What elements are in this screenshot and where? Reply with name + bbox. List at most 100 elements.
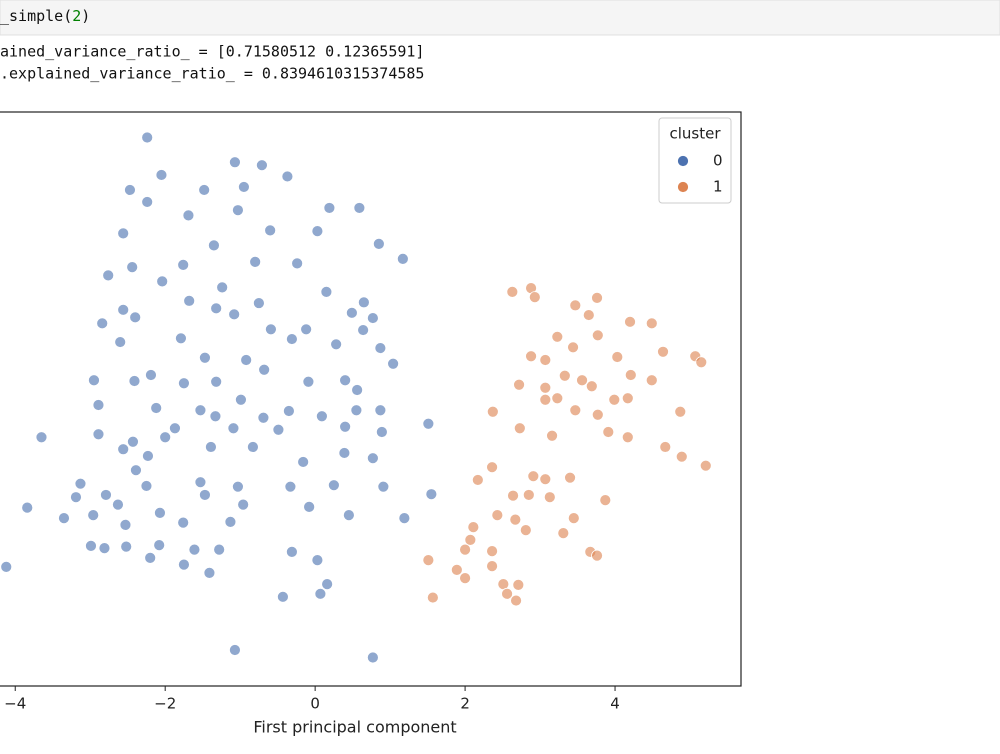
scatter-point xyxy=(285,545,298,558)
scatter-point xyxy=(124,184,136,196)
scatter-point xyxy=(657,345,669,358)
scatter-point xyxy=(486,405,499,418)
scatter-point xyxy=(459,572,471,584)
scatter-point xyxy=(281,170,294,183)
scatter-point xyxy=(339,420,352,433)
scatter-point xyxy=(199,351,211,364)
scatter-point xyxy=(425,488,438,501)
scatter-point xyxy=(527,470,540,483)
scatter-point xyxy=(546,429,558,442)
scatter-point xyxy=(486,545,498,558)
scatter-point xyxy=(188,543,201,556)
scatter-point xyxy=(558,369,571,382)
scatter-point xyxy=(240,354,253,366)
scatter-point xyxy=(591,408,604,421)
output-line: ained_variance_ratio_ = [0.71580512 0.12… xyxy=(0,43,424,61)
legend-marker xyxy=(677,181,689,193)
scatter-point xyxy=(153,539,166,552)
scatter-point xyxy=(112,498,124,511)
scatter-point xyxy=(277,590,289,603)
scatter-point xyxy=(506,285,519,298)
scatter-point xyxy=(327,479,340,492)
scatter-point xyxy=(130,464,142,477)
scatter-point xyxy=(675,450,688,463)
scatter-point xyxy=(120,540,133,553)
legend-box xyxy=(658,117,732,204)
scatter-point xyxy=(128,375,141,387)
scatter-point xyxy=(582,309,595,321)
scatter-point xyxy=(591,329,604,342)
scatter-point xyxy=(100,489,112,501)
scatter-point xyxy=(257,411,270,424)
scatter-point xyxy=(512,578,525,591)
scatter-point xyxy=(611,351,624,363)
scatter-point xyxy=(264,224,277,237)
scatter-point xyxy=(282,405,295,417)
scatter-point xyxy=(154,507,166,519)
scatter-point xyxy=(297,456,310,468)
scatter-point xyxy=(85,539,97,552)
code: ) xyxy=(81,7,90,25)
output-line: .explained_variance_ratio_ = 0.839461031… xyxy=(0,65,424,83)
scatter-point xyxy=(486,560,498,573)
scatter-point xyxy=(183,294,196,307)
scatter-point xyxy=(249,255,262,268)
scatter-point xyxy=(350,404,363,417)
scatter-point xyxy=(645,374,658,387)
scatter-point xyxy=(256,159,268,172)
scatter-point xyxy=(194,476,207,489)
scatter-point xyxy=(144,551,157,564)
plot-area xyxy=(0,131,712,664)
scatter-point xyxy=(126,261,139,274)
scatter-point xyxy=(375,426,388,438)
scatter-point xyxy=(602,426,615,438)
scatter-point xyxy=(178,558,190,571)
code-arg: 2 xyxy=(72,7,81,25)
scatter-point xyxy=(141,131,154,144)
scatter-point xyxy=(567,341,579,354)
scatter-point xyxy=(224,515,237,528)
scatter-point xyxy=(374,342,387,354)
scatter-point xyxy=(342,509,355,522)
x-axis-label: First principal component xyxy=(253,718,456,737)
scatter-point xyxy=(695,356,708,369)
scatter-point xyxy=(372,237,385,250)
scatter-point xyxy=(155,169,168,181)
scatter-point xyxy=(145,369,157,381)
scatter-point xyxy=(209,410,222,423)
scatter-point xyxy=(569,299,582,312)
scatter-point xyxy=(351,384,364,396)
scatter-point xyxy=(87,509,100,522)
scatter-point xyxy=(528,291,541,303)
scatter-point xyxy=(198,184,211,196)
scatter-point xyxy=(330,338,343,351)
scatter-point xyxy=(576,374,588,387)
scatter-point xyxy=(117,227,130,240)
scatter-point xyxy=(645,317,658,330)
scatter-point xyxy=(699,459,712,472)
scatter-point xyxy=(374,404,387,417)
legend-marker xyxy=(677,155,689,167)
scatter-point xyxy=(182,209,195,222)
scatter-point xyxy=(177,516,190,529)
scatter-point xyxy=(265,323,277,336)
scatter-point xyxy=(450,563,463,576)
scatter-point xyxy=(216,281,229,294)
scatter-point xyxy=(213,543,226,556)
scatter-point xyxy=(659,441,672,453)
scatter-point xyxy=(624,315,636,328)
scatter-point xyxy=(621,431,634,444)
scatter-point xyxy=(464,533,477,546)
scatter-point xyxy=(396,252,409,265)
scatter-point xyxy=(114,336,127,348)
scatter-point xyxy=(177,258,190,271)
scatter-point xyxy=(564,471,576,484)
scatter-point xyxy=(513,378,525,391)
input-cell[interactable] xyxy=(0,0,1000,36)
scatter-point xyxy=(338,447,351,459)
scatter-point xyxy=(551,330,564,343)
scatter-point xyxy=(74,477,87,490)
scatter-point xyxy=(253,297,265,309)
scatter-point xyxy=(567,512,580,525)
